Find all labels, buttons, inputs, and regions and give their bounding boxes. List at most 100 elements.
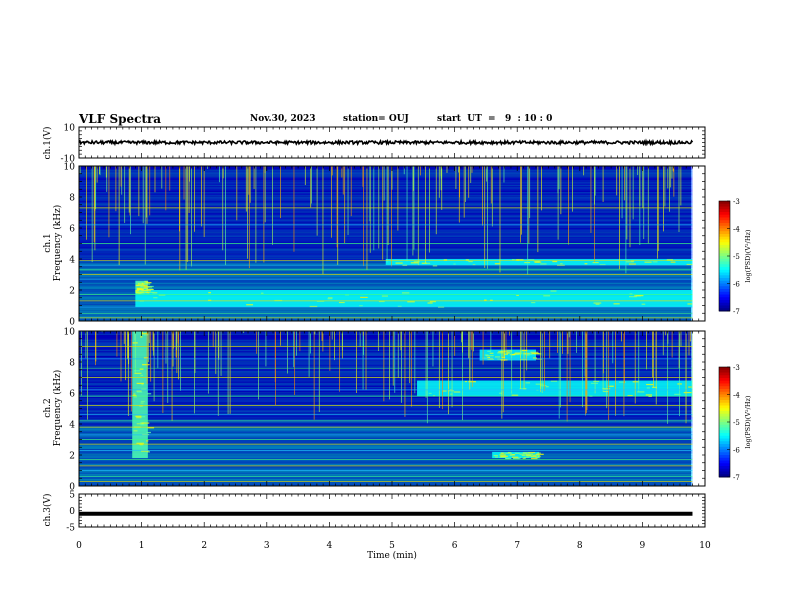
- spectrogram-feature-speckle: [497, 352, 504, 354]
- spectrogram-feature-speckle: [489, 352, 494, 354]
- colorbar-tick-label: -6: [733, 281, 740, 289]
- spectrogram-feature-speckle: [360, 296, 368, 299]
- spectrogram-texture-band: [79, 442, 693, 445]
- spectrogram-feature-speckle: [499, 392, 502, 394]
- spectrogram-texture-band: [79, 352, 693, 354]
- spectrogram-feature-speckle: [147, 427, 155, 429]
- spectrogram-feature-speckle: [428, 392, 432, 395]
- spectrogram-texture-band: [79, 203, 693, 205]
- spectrogram-feature-speckle: [489, 357, 494, 360]
- spectrogram-texture-band: [79, 447, 693, 449]
- spectrogram-feature-speckle: [687, 303, 693, 305]
- spectrogram-texture-band: [79, 218, 693, 220]
- spectrogram-feature-speckle: [407, 301, 415, 303]
- spectrogram-texture-band: [79, 275, 693, 277]
- colorbar-swatch: [719, 250, 730, 254]
- x-axis-label: Time (min): [367, 550, 417, 561]
- y-tick-label: 10: [64, 124, 76, 134]
- colorbar-swatch: [719, 380, 730, 384]
- spectrogram-feature-speckle: [136, 382, 144, 385]
- spectrogram-feature-speckle: [482, 357, 490, 359]
- colorbar-tick-label: -7: [733, 474, 740, 482]
- spectrogram-feature-speckle: [432, 265, 438, 267]
- spectrogram-texture-band: [79, 308, 693, 311]
- spectrogram-feature-speckle: [140, 400, 145, 403]
- spectrogram-feature-speckle: [141, 287, 148, 289]
- spectrogram-feature-speckle: [494, 263, 500, 265]
- colorbar-swatch: [719, 441, 730, 445]
- spectrogram-feature-speckle: [510, 454, 516, 456]
- spectrogram-feature-speckle: [135, 284, 140, 286]
- spectrogram-texture-band: [79, 365, 693, 368]
- colorbar-swatch: [719, 253, 730, 257]
- spectrogram-texture-band: [79, 422, 693, 425]
- colorbar-swatch: [719, 294, 730, 298]
- colorbar-swatch: [719, 245, 730, 249]
- spectrogram-feature-speckle: [511, 354, 516, 356]
- spectrogram-texture-band: [79, 272, 693, 275]
- spectrogram-texture-band: [79, 182, 693, 184]
- spectrogram-texture-band: [79, 478, 693, 480]
- spectrogram-texture-band: [79, 467, 693, 469]
- colorbar-swatch: [719, 220, 730, 224]
- colorbar-swatch: [719, 383, 730, 387]
- spectrogram-texture-band: [79, 419, 693, 421]
- spectrogram-feature-speckle: [535, 457, 541, 459]
- spectrogram-texture-band: [79, 390, 693, 392]
- spectrogram-feature-speckle: [537, 455, 541, 457]
- spectrogram-feature-speckle: [141, 289, 148, 292]
- spectrogram-texture-band: [79, 288, 693, 291]
- colorbar-swatch: [719, 438, 730, 442]
- spectrogram-feature-speckle: [134, 372, 142, 374]
- spectrogram-texture-band: [79, 477, 693, 479]
- spectrogram-texture-band: [79, 448, 693, 451]
- spectrogram-texture-band: [79, 220, 693, 222]
- spectrogram-feature-speckle: [413, 261, 420, 263]
- spectrogram-feature-speckle: [145, 291, 150, 294]
- spectrogram-texture-band: [79, 421, 693, 423]
- spectrogram-feature-speckle: [140, 285, 143, 287]
- spectrogram-feature-speckle: [531, 301, 536, 304]
- spectrogram-feature-speckle: [138, 292, 145, 294]
- spectrogram-texture-band: [79, 195, 693, 198]
- spectrogram-feature-speckle: [140, 336, 143, 338]
- spectrogram-texture-band: [79, 314, 693, 317]
- spectrogram-texture-band: [79, 474, 693, 477]
- y-tick-label: 4: [69, 256, 75, 266]
- y-tick-label: 6: [69, 225, 75, 235]
- spectrogram-texture-band: [79, 384, 693, 386]
- spectrogram-texture-band: [79, 443, 693, 446]
- spectrogram-feature-speckle: [136, 390, 142, 392]
- spectrogram-feature-speckle: [500, 455, 509, 457]
- spectrogram-feature-speckle: [506, 352, 511, 354]
- spectrogram-texture-band: [79, 285, 693, 287]
- spectrogram-feature-speckle: [645, 394, 653, 396]
- spectrogram-feature-speckle: [397, 305, 402, 307]
- spectrogram-texture-band: [79, 436, 693, 438]
- colorbar-swatch: [719, 424, 730, 428]
- spectrogram-feature-speckle: [378, 300, 385, 303]
- spectrogram-texture-band: [79, 211, 693, 214]
- spectrogram-texture-band: [79, 404, 693, 406]
- spectrogram-texture-band: [79, 406, 693, 409]
- colorbar-tick-label: -7: [733, 308, 740, 316]
- spectrogram-feature-speckle: [523, 456, 530, 458]
- spectrogram-feature-speckle: [528, 259, 535, 261]
- spectrogram-texture-band: [79, 221, 693, 224]
- spectrogram-feature-speckle: [143, 334, 148, 336]
- spectrogram-feature-speckle: [136, 423, 144, 425]
- spectrogram-feature-speckle: [485, 355, 494, 357]
- spectrogram-texture-band: [79, 265, 693, 267]
- spectrogram-texture-band: [79, 334, 693, 337]
- spectrogram-feature-speckle: [630, 260, 635, 262]
- spectrogram-feature-speckle: [143, 286, 149, 288]
- spectrogram-feature-speckle: [484, 354, 489, 356]
- spectrogram-feature-speckle: [530, 455, 537, 458]
- spectrogram-texture-band: [79, 256, 693, 258]
- spectrogram-texture-band: [79, 380, 693, 383]
- spectrogram-feature-speckle: [529, 353, 532, 355]
- spectrogram-feature-speckle: [447, 390, 454, 392]
- colorbar-swatch: [719, 297, 730, 301]
- spectrogram-feature-speckle: [139, 405, 143, 407]
- spectrogram-feature-speckle: [688, 386, 692, 388]
